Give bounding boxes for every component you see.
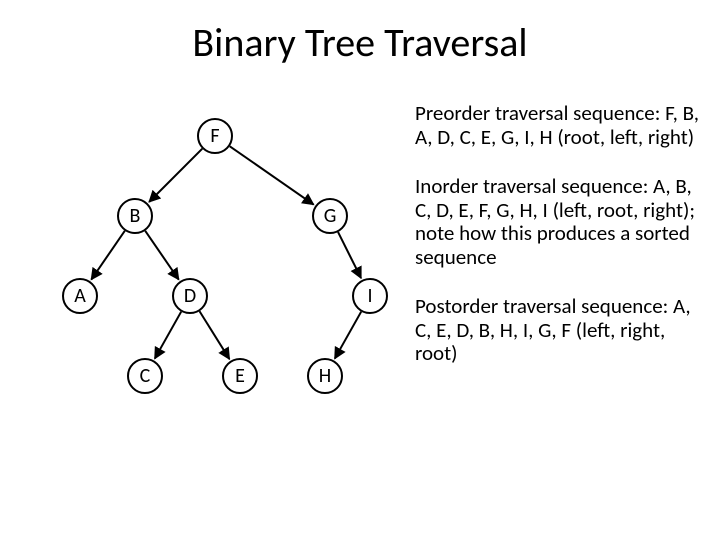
tree-edge	[230, 146, 314, 204]
tree-node-i: I	[352, 278, 388, 314]
tree-node-d: D	[172, 278, 208, 314]
tree-node-b: B	[117, 198, 153, 234]
tree-edge	[335, 312, 361, 359]
tree-node-a: A	[62, 278, 98, 314]
tree-edge	[155, 312, 181, 359]
tree-edge	[200, 311, 230, 359]
tree-edge	[91, 231, 124, 280]
page-title: Binary Tree Traversal	[0, 18, 720, 67]
tree-node-e: E	[222, 358, 258, 394]
traversal-text: Preorder traversal sequence: F, B, A, D,…	[415, 102, 705, 392]
preorder-text: Preorder traversal sequence: F, B, A, D,…	[415, 102, 705, 149]
inorder-text: Inorder traversal sequence: A, B, C, D, …	[415, 175, 705, 269]
tree-node-g: G	[312, 198, 348, 234]
tree-edge	[145, 231, 178, 280]
tree-edge	[338, 232, 361, 278]
tree-node-h: H	[307, 358, 343, 394]
tree-node-c: C	[127, 358, 163, 394]
tree-node-f: F	[197, 118, 233, 154]
tree-diagram: F B G A D I C E H	[40, 100, 410, 430]
tree-edge	[149, 149, 202, 202]
postorder-text: Postorder traversal sequence: A, C, E, D…	[415, 295, 705, 366]
